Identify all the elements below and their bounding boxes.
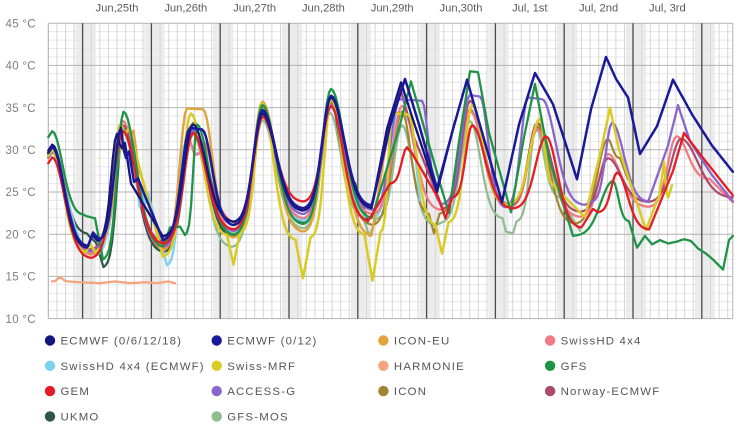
svg-text:40 °C: 40 °C bbox=[6, 61, 36, 73]
svg-text:SwissHD 4x4 (ECMWF): SwissHD 4x4 (ECMWF) bbox=[61, 361, 205, 373]
svg-text:20 °C: 20 °C bbox=[6, 229, 36, 241]
svg-text:45 °C: 45 °C bbox=[6, 18, 36, 30]
svg-text:ACCESS-G: ACCESS-G bbox=[227, 386, 296, 398]
svg-text:10 °C: 10 °C bbox=[6, 314, 36, 326]
svg-text:Jun,26th: Jun,26th bbox=[164, 3, 207, 15]
svg-text:GFS-MOS: GFS-MOS bbox=[227, 411, 289, 423]
svg-text:35 °C: 35 °C bbox=[6, 103, 36, 115]
svg-text:Jun,25th: Jun,25th bbox=[96, 3, 139, 15]
svg-text:Jul, 1st: Jul, 1st bbox=[512, 3, 548, 15]
svg-text:30 °C: 30 °C bbox=[6, 145, 36, 157]
svg-text:Jul, 2nd: Jul, 2nd bbox=[579, 3, 618, 15]
svg-text:UKMO: UKMO bbox=[61, 411, 100, 423]
svg-text:ECMWF (0/12): ECMWF (0/12) bbox=[227, 336, 317, 348]
svg-text:ECMWF (0/6/12/18): ECMWF (0/6/12/18) bbox=[61, 336, 183, 348]
svg-text:Jun,27th: Jun,27th bbox=[233, 3, 276, 15]
svg-text:GFS: GFS bbox=[561, 361, 588, 373]
svg-text:Jul, 3rd: Jul, 3rd bbox=[649, 3, 686, 15]
svg-text:Jun,28th: Jun,28th bbox=[302, 3, 345, 15]
svg-text:Jun,30th: Jun,30th bbox=[440, 3, 483, 15]
svg-text:Jun,29th: Jun,29th bbox=[371, 3, 414, 15]
svg-text:SwissHD 4x4: SwissHD 4x4 bbox=[561, 336, 642, 348]
svg-text:Swiss-MRF: Swiss-MRF bbox=[227, 361, 296, 373]
svg-text:ICON-EU: ICON-EU bbox=[394, 336, 451, 348]
svg-text:ICON: ICON bbox=[394, 386, 427, 398]
svg-text:HARMONIE: HARMONIE bbox=[394, 361, 465, 373]
svg-text:GEM: GEM bbox=[61, 386, 91, 398]
svg-text:15 °C: 15 °C bbox=[6, 272, 36, 284]
svg-text:Norway-ECMWF: Norway-ECMWF bbox=[561, 386, 661, 398]
svg-text:25 °C: 25 °C bbox=[6, 187, 36, 199]
